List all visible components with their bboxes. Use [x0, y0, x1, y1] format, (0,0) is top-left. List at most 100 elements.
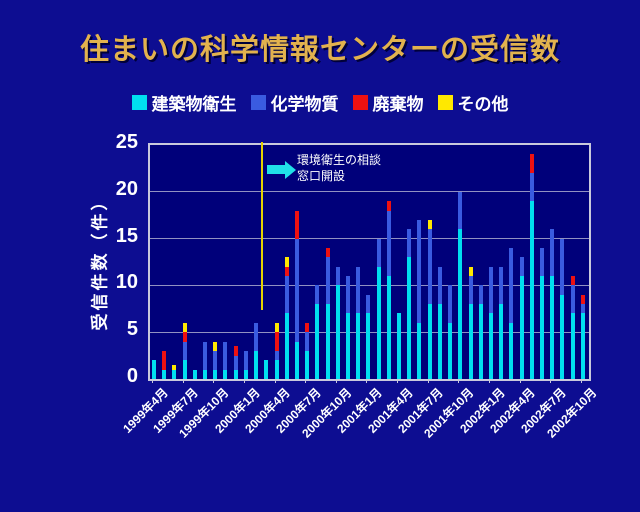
bar-segment: [305, 322, 310, 333]
event-annotation-line2: 窓口開設: [297, 169, 346, 183]
bar-segment: [366, 313, 371, 379]
bar-segment: [182, 341, 187, 361]
y-tick-label: 20: [115, 177, 138, 200]
y-axis-title: 受信件数（件）: [90, 190, 110, 331]
bar-segment: [468, 266, 473, 277]
bar-segment: [407, 257, 412, 379]
legend-item-waste: 廃棄物: [352, 90, 424, 115]
x-tick: [427, 379, 429, 383]
x-tick: [305, 379, 307, 383]
bar-segment: [478, 285, 483, 305]
bar-segment: [580, 304, 585, 314]
bar-segment: [192, 369, 197, 379]
y-tick-label: 0: [126, 365, 138, 387]
x-tick: [213, 379, 215, 383]
event-marker-line: [261, 142, 263, 310]
x-tick: [182, 379, 184, 383]
gridline: [150, 191, 589, 193]
bar-segment: [284, 313, 289, 379]
bar-segment: [560, 238, 565, 295]
bar-segment: [519, 276, 524, 379]
bar-segment: [274, 332, 279, 351]
bar-segment: [478, 304, 483, 379]
bar-segment: [570, 313, 575, 379]
bar-segment: [294, 238, 299, 342]
x-tick: [519, 379, 521, 383]
bar-segment: [315, 304, 320, 379]
bar-segment: [172, 369, 177, 379]
bar-segment: [427, 304, 432, 379]
bar-segment: [325, 257, 330, 305]
y-tick-label: 5: [126, 318, 138, 341]
bar-segment: [152, 360, 156, 379]
bar-segment: [550, 276, 555, 379]
x-tick: [488, 379, 490, 383]
bar-segment: [448, 285, 453, 323]
bar-segment: [162, 369, 167, 379]
bar-segment: [305, 350, 310, 379]
chart-legend: 建築物衛生 化学物質 廃棄物 その他: [0, 90, 640, 115]
bar-segment: [325, 304, 330, 379]
bar-segment: [458, 229, 463, 379]
bar-segment: [172, 364, 177, 370]
bar-segment: [294, 341, 299, 379]
bar-segment: [437, 304, 442, 379]
bar-segment: [529, 201, 534, 379]
bar-segment: [539, 276, 544, 379]
bar-segment: [488, 313, 493, 379]
arrow-icon: [285, 160, 296, 179]
bar-segment: [509, 322, 514, 379]
bar-segment: [162, 350, 167, 370]
legend-label: 化学物質: [270, 95, 339, 114]
bar-segment: [182, 360, 187, 379]
bar-segment: [417, 219, 422, 323]
bar-segment: [233, 346, 238, 356]
bar-segment: [580, 313, 585, 379]
bar-segment: [468, 276, 473, 305]
plot-area: [148, 143, 591, 381]
x-tick: [580, 379, 582, 383]
bar-segment: [264, 360, 269, 379]
bar-segment: [397, 313, 402, 379]
bar-segment: [254, 350, 259, 379]
bar-segment: [284, 257, 289, 267]
bar-segment: [488, 266, 493, 314]
bar-segment: [213, 350, 218, 370]
bar-segment: [315, 285, 320, 305]
bar-segment: [325, 247, 330, 258]
bar-segment: [345, 276, 350, 314]
bar-segment: [335, 285, 340, 379]
bar-segment: [437, 266, 442, 305]
bar-segment: [386, 276, 391, 379]
gridline: [150, 284, 589, 286]
legend-label: 廃棄物: [372, 95, 424, 114]
x-tick: [458, 379, 460, 383]
bar-segment: [376, 238, 381, 267]
bar-segment: [213, 341, 218, 351]
bar-segment: [529, 173, 534, 202]
bar-segment: [233, 355, 238, 370]
bar-segment: [499, 304, 504, 379]
bar-segment: [550, 229, 555, 277]
bar-segment: [407, 229, 412, 258]
legend-item-chemical: 化学物質: [250, 90, 339, 115]
legend-item-building-hygiene: 建築物衛生: [131, 90, 237, 115]
y-tick-label: 10: [115, 271, 138, 294]
bar-segment: [274, 322, 279, 333]
x-tick: [397, 379, 399, 383]
bar-segment: [203, 341, 208, 370]
bar-segment: [427, 229, 432, 305]
x-tick: [152, 379, 153, 383]
bar-segment: [529, 154, 534, 174]
bar-segment: [356, 313, 361, 379]
bar-segment: [366, 294, 371, 314]
y-tick-label: 15: [115, 224, 138, 247]
bar-segment: [427, 219, 432, 230]
bar-segment: [509, 247, 514, 323]
bar-segment: [254, 322, 259, 351]
legend-label: その他: [457, 95, 509, 114]
bar-segment: [570, 285, 575, 314]
bar-segment: [284, 266, 289, 277]
x-tick: [550, 379, 552, 383]
